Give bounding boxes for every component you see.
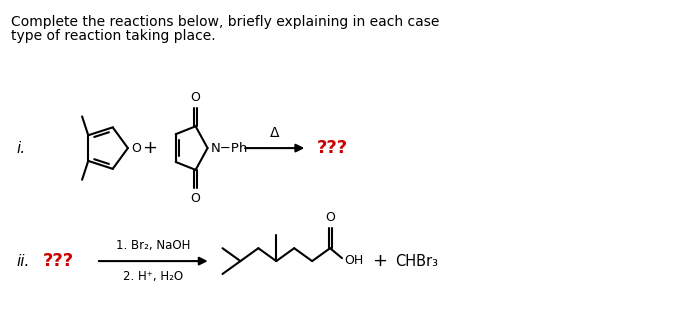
Text: +: + — [143, 139, 157, 157]
Text: type of reaction taking place.: type of reaction taking place. — [11, 29, 216, 43]
Text: CHBr₃: CHBr₃ — [395, 254, 438, 268]
Text: 1. Br₂, NaOH: 1. Br₂, NaOH — [116, 239, 190, 252]
Text: O: O — [191, 192, 201, 205]
Text: +: + — [372, 252, 388, 270]
Text: Complete the reactions below, briefly explaining in each case: Complete the reactions below, briefly ex… — [11, 15, 439, 29]
Text: N−Ph: N−Ph — [210, 142, 248, 155]
Text: Δ: Δ — [270, 126, 280, 140]
Text: ???: ??? — [317, 139, 348, 157]
Text: 2. H⁺, H₂O: 2. H⁺, H₂O — [123, 270, 183, 283]
Text: ???: ??? — [43, 252, 74, 270]
Text: O: O — [191, 92, 201, 105]
Text: ii.: ii. — [17, 254, 30, 268]
Text: i.: i. — [17, 141, 26, 156]
Text: O: O — [325, 211, 335, 224]
Text: O: O — [131, 142, 140, 155]
Text: OH: OH — [344, 254, 363, 267]
